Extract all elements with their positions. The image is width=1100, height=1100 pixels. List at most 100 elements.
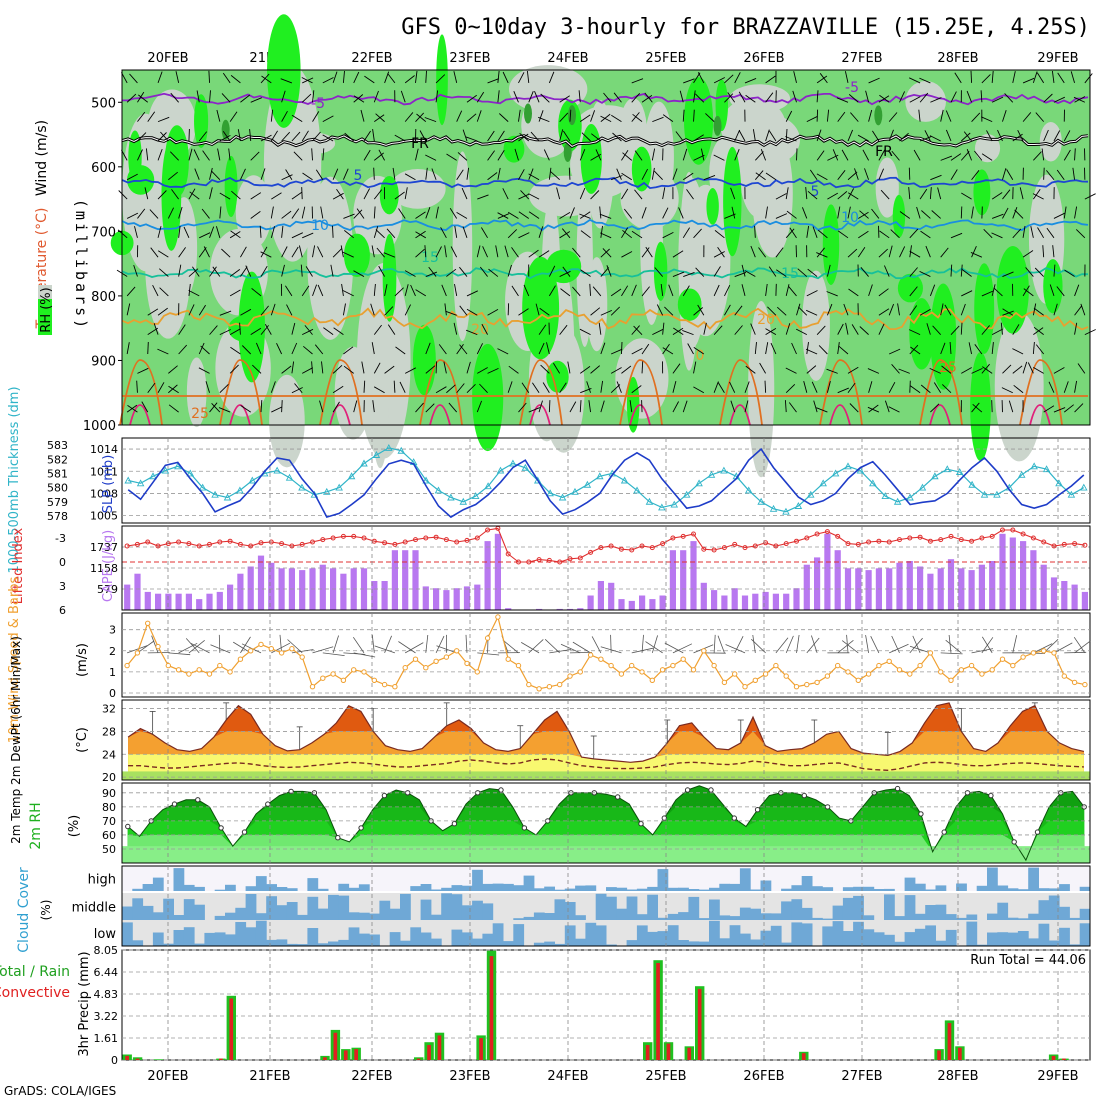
wind-barb xyxy=(1032,193,1044,200)
cloud-cell xyxy=(1007,917,1019,920)
cape-bar xyxy=(391,550,398,610)
rh-dry-area xyxy=(802,270,830,381)
thickness-point xyxy=(720,466,728,474)
wind-barb xyxy=(595,149,602,161)
wind-barb xyxy=(759,362,767,374)
wind-barb-10m xyxy=(865,635,869,653)
wind-barb xyxy=(672,380,677,393)
wind-barb xyxy=(504,245,509,258)
bottom-date-label: 21FEB xyxy=(249,1069,290,1084)
wind-speed-point xyxy=(835,662,841,669)
rh-moist-area xyxy=(238,271,265,383)
wind-barb xyxy=(803,380,808,393)
li-point xyxy=(876,538,882,544)
thickness-point xyxy=(558,493,567,501)
wind-barb-10m xyxy=(841,640,859,654)
cloud-cell xyxy=(997,932,1009,946)
wind-barb xyxy=(1046,227,1055,239)
precip-conv-bar xyxy=(489,956,494,1060)
cape-bar xyxy=(144,591,151,610)
cloud-cell xyxy=(606,944,617,946)
cloud-cell xyxy=(760,930,772,946)
wind-speed-point xyxy=(927,650,934,656)
wind-speed-point xyxy=(557,681,563,688)
wind-speed-point xyxy=(804,681,810,688)
wind-barb xyxy=(921,210,931,219)
wind-barb xyxy=(456,343,464,355)
cloud-cell xyxy=(626,896,638,920)
wind-barb xyxy=(363,149,371,161)
wind-barb xyxy=(312,245,316,258)
wind-barb xyxy=(683,271,695,277)
cloud-cell xyxy=(142,905,154,920)
wind-barb xyxy=(812,226,818,238)
wind-barb xyxy=(321,361,324,374)
wind-barb xyxy=(561,228,571,239)
wind-speed-point xyxy=(1041,648,1047,654)
cloud-cell xyxy=(914,928,926,946)
thickness-point xyxy=(906,493,914,501)
thickness-point xyxy=(980,490,989,498)
wind-barb xyxy=(703,322,707,335)
wind-barb xyxy=(209,266,217,277)
wind-barb xyxy=(147,111,156,122)
wind-speed-point xyxy=(886,658,892,664)
wind-barb xyxy=(925,245,931,258)
wind-barb xyxy=(847,248,858,258)
wind-barb xyxy=(374,114,385,123)
wind-barb xyxy=(374,152,384,161)
wind-barb xyxy=(487,130,495,142)
cloud-cell xyxy=(338,883,350,891)
li-tick-label: -3 xyxy=(55,532,66,545)
cloud-cell xyxy=(853,886,864,891)
cloud-cell xyxy=(842,887,854,891)
wind-barb xyxy=(1056,169,1065,180)
wind-barb xyxy=(631,385,642,394)
wind-barb xyxy=(376,247,385,258)
slp-tick-label: 1005 xyxy=(90,510,118,523)
wind-barb xyxy=(592,286,602,297)
wind-barb xyxy=(1043,93,1053,103)
wind-barb xyxy=(373,206,376,219)
wind-barb xyxy=(599,213,612,219)
wind-speed-point xyxy=(701,648,707,654)
wind-barb xyxy=(300,264,303,277)
wind-barb xyxy=(991,70,994,83)
wind-speed-point xyxy=(381,681,388,688)
wind-barb xyxy=(370,303,375,316)
cloud-cell xyxy=(461,905,473,920)
wind-barb xyxy=(260,400,263,413)
cape-bar xyxy=(165,593,172,610)
cloud-cell xyxy=(183,927,195,946)
cloud-cell xyxy=(503,883,514,891)
li-point xyxy=(639,543,645,549)
rh-dry-area xyxy=(748,300,775,478)
precip-conv-bar xyxy=(1051,1055,1056,1060)
cloud-cell xyxy=(564,925,576,946)
wind-barb xyxy=(540,364,550,374)
wind-barb xyxy=(668,284,674,297)
thickness-point xyxy=(471,492,480,500)
wind-barb xyxy=(481,227,488,239)
wind-barb xyxy=(950,232,963,239)
wind-barb xyxy=(586,381,591,393)
thickness-point xyxy=(794,502,803,509)
wind-barb xyxy=(264,323,272,335)
wind-barb xyxy=(734,325,743,335)
precip-conv-bar xyxy=(437,1035,442,1060)
panel-frame xyxy=(121,69,1091,426)
wind-speed-point xyxy=(217,662,223,669)
wind-barb xyxy=(221,248,231,258)
contour-label: 20 xyxy=(471,322,489,338)
wind-barb xyxy=(126,173,138,181)
wind-barb-10m xyxy=(1033,643,1053,654)
wind-barb xyxy=(168,385,179,394)
wind-barb xyxy=(741,264,746,277)
wind-barb xyxy=(656,304,664,316)
thickness-point xyxy=(136,479,145,487)
rh-very-moist-area xyxy=(523,103,532,124)
li-point xyxy=(855,541,861,547)
wind-barb xyxy=(454,225,458,238)
